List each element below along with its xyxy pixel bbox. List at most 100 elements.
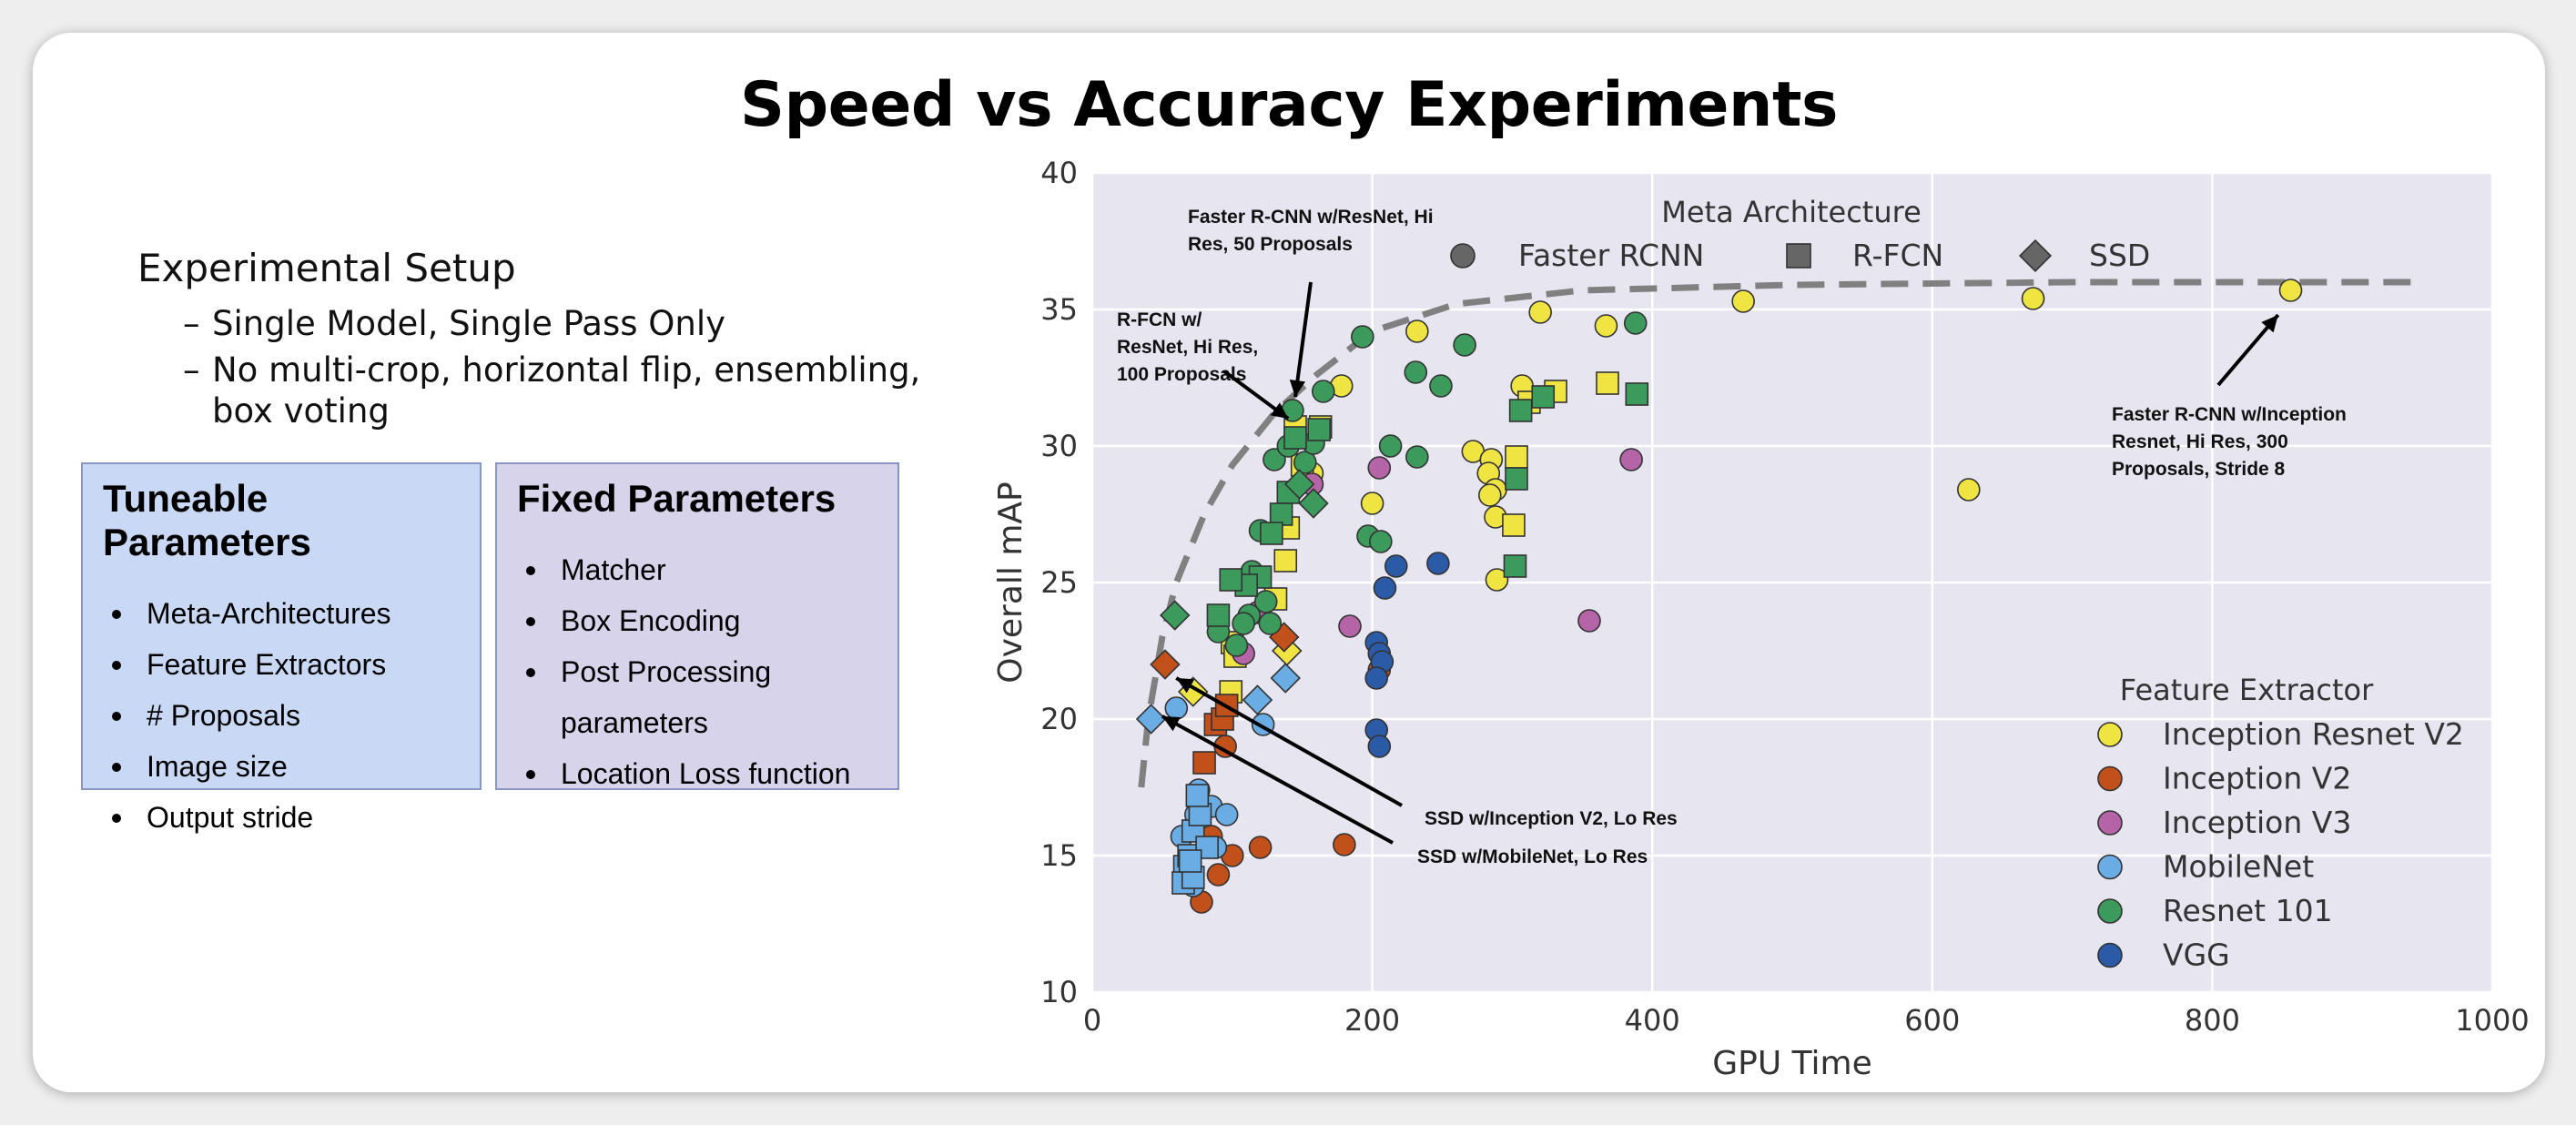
feature-legend-label: VGG: [2163, 938, 2230, 973]
data-point: [1503, 554, 1527, 578]
list-item: Box Encoding: [497, 595, 898, 646]
feature-legend-label: Inception V2: [2163, 761, 2351, 796]
dash-bullet: –: [183, 304, 200, 343]
list-item: Location Loss function: [497, 748, 898, 799]
bullet-icon: [112, 610, 121, 619]
x-tick-label: 1000: [2455, 1003, 2529, 1038]
setup-item-text: Single Model, Single Pass Only: [212, 304, 726, 343]
data-point: [1160, 600, 1191, 631]
data-point: [2021, 287, 2045, 310]
data-point: [1224, 633, 1249, 657]
data-point: [1367, 735, 1392, 758]
list-item-text: # Proposals: [147, 699, 300, 732]
data-point: [1214, 803, 1239, 826]
data-point: [1505, 467, 1528, 491]
data-point: [1135, 704, 1167, 735]
meta-legend-marker: [2018, 238, 2053, 273]
bullet-icon: [526, 668, 535, 677]
meta-legend-marker: [1786, 243, 1811, 269]
list-item: Post Processing: [497, 646, 898, 697]
data-point: [1364, 666, 1389, 690]
feature-legend-title: Feature Extractor: [2120, 673, 2374, 707]
feature-legend-label: Inception Resnet V2: [2163, 716, 2464, 752]
data-point: [1219, 568, 1243, 592]
setup-item: – No multi-crop, horizontal flip, ensemb…: [183, 350, 920, 390]
feature-legend-marker: [2097, 854, 2123, 880]
data-point: [1505, 445, 1528, 469]
feature-legend-label: Inception V3: [2163, 805, 2351, 840]
list-item: Feature Extractors: [83, 639, 480, 690]
list-item: Image size: [83, 741, 480, 792]
x-tick-label: 600: [1904, 1003, 1960, 1038]
list-item: Meta-Architectures: [83, 588, 480, 639]
x-axis-label: GPU Time: [1712, 1045, 1872, 1082]
data-point: [1293, 451, 1317, 474]
data-point: [1283, 426, 1307, 450]
x-tick-label: 200: [1344, 1003, 1400, 1038]
data-point: [1260, 522, 1283, 545]
annotation-arrowhead: [1161, 716, 1181, 732]
data-point: [1360, 492, 1384, 515]
annotation-text: Faster R-CNN w/ResNet, Hi: [1188, 207, 1434, 228]
y-tick-label: 30: [1040, 429, 1078, 463]
annotation-arrow: [1293, 281, 1313, 398]
list-item: # Proposals: [83, 690, 480, 741]
annotation-text: R-FCN w/: [1117, 309, 1202, 330]
list-item-text: Image size: [147, 750, 288, 783]
data-point: [1150, 649, 1181, 680]
list-item: Output stride: [83, 792, 480, 843]
data-point: [1273, 549, 1298, 573]
bullet-icon: [112, 814, 121, 823]
y-tick-label: 10: [1040, 975, 1078, 1009]
data-point: [1404, 360, 1428, 384]
data-point: [1508, 399, 1533, 422]
data-point: [1248, 836, 1273, 859]
data-point: [1956, 478, 1981, 502]
data-point: [1373, 576, 1397, 600]
annotation-text: SSD w/Inception V2, Lo Res: [1425, 808, 1678, 829]
annotation-text: Res, 50 Proposals: [1188, 234, 1353, 255]
data-point: [1185, 784, 1210, 807]
data-point: [1206, 603, 1231, 627]
data-point: [1453, 333, 1476, 357]
tuneable-title: Tuneable Parameters: [103, 477, 311, 563]
dash-bullet: –: [183, 350, 200, 390]
feature-legend-marker: [2097, 810, 2123, 836]
feature-legend-marker: [2097, 942, 2123, 968]
y-axis-label: Overall mAP: [992, 481, 1029, 684]
data-point: [1528, 300, 1552, 324]
annotation-arrow: [1175, 676, 1403, 807]
y-tick-label: 15: [1040, 838, 1078, 873]
list-item-text: parameters: [561, 706, 708, 739]
y-tick-label: 35: [1040, 292, 1078, 327]
annotation-arrowhead: [1176, 678, 1195, 694]
data-point: [1242, 684, 1273, 715]
tuneable-list: Meta-Architectures Feature Extractors # …: [83, 588, 480, 843]
annotation-text: 100 Proposals: [1117, 364, 1246, 385]
data-point: [1338, 614, 1362, 638]
list-item-text: Location Loss function: [561, 757, 851, 790]
data-point: [1623, 311, 1648, 335]
annotation-arrowhead: [1270, 402, 1289, 419]
annotation-text: Resnet, Hi Res, 300: [2112, 431, 2288, 452]
data-point: [1206, 863, 1231, 887]
setup-item: – Single Model, Single Pass Only: [183, 303, 920, 344]
data-point: [1270, 663, 1301, 694]
annotation-arrowhead: [2261, 315, 2278, 333]
annotation-arrowhead: [1289, 379, 1306, 397]
data-point: [1405, 445, 1429, 469]
data-point: [1405, 319, 1429, 343]
data-point: [1426, 552, 1450, 575]
meta-legend-label: Faster RCNN: [1518, 238, 1704, 273]
data-point: [1333, 833, 1356, 856]
list-item-text: Post Processing: [561, 655, 772, 688]
setup-item-text: box voting: [212, 391, 390, 431]
data-point: [1178, 849, 1202, 873]
fixed-title: Fixed Parameters: [517, 477, 837, 520]
feature-legend-label: MobileNet: [2163, 849, 2314, 885]
y-tick-label: 40: [1040, 156, 1078, 190]
data-point: [1594, 314, 1618, 338]
bullet-icon: [526, 566, 535, 575]
meta-legend-label: SSD: [2089, 238, 2150, 273]
